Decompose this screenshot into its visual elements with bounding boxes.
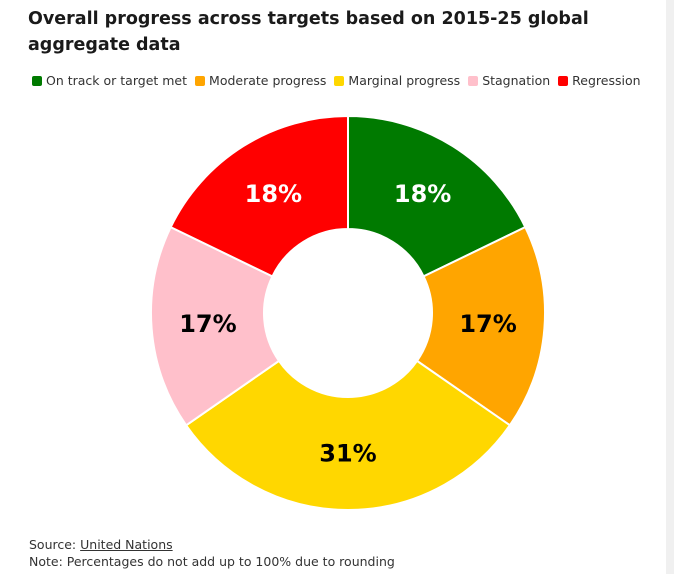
slice-label-1: 17% [459, 310, 516, 338]
donut-slice-0 [347, 114, 527, 278]
footnote: Note: Percentages do not add up to 100% … [29, 554, 395, 569]
source-link[interactable]: United Nations [80, 537, 173, 552]
legend-item-moderate: Moderate progress [195, 73, 326, 88]
legend-item-regression: Regression [558, 73, 641, 88]
legend-label-on-track: On track or target met [46, 73, 188, 88]
slice-label-3: 17% [179, 310, 236, 338]
slice-label-4: 18% [245, 180, 302, 208]
chart-footer: Source: United Nations Note: Percentages… [29, 536, 395, 570]
donut-slice-4 [169, 114, 349, 278]
donut-slice-2 [184, 359, 512, 511]
legend-label-stagnation: Stagnation [482, 73, 551, 88]
legend-swatch-moderate [195, 75, 206, 86]
legend-swatch-marginal [334, 75, 345, 86]
slice-label-0: 18% [394, 180, 451, 208]
legend-label-moderate: Moderate progress [209, 73, 327, 88]
donut-slice-3 [150, 225, 281, 427]
legend-label-marginal: Marginal progress [348, 73, 461, 88]
legend-swatch-on-track [32, 75, 42, 86]
legend-item-marginal: Marginal progress [334, 73, 460, 88]
legend-swatch-stagnation [468, 75, 479, 86]
legend-label-regression: Regression [572, 73, 641, 88]
slice-label-2: 31% [319, 440, 376, 468]
legend-swatch-regression [558, 75, 569, 86]
legend: On track or target met Moderate progress… [32, 73, 641, 88]
source-prefix: Source: [29, 537, 81, 552]
legend-item-stagnation: Stagnation [468, 73, 550, 88]
legend-item-on-track: On track or target met [32, 73, 187, 88]
source-line: Source: United Nations [29, 536, 395, 553]
chart-title: Overall progress across targets based on… [28, 9, 589, 55]
donut-slice-1 [415, 225, 546, 427]
